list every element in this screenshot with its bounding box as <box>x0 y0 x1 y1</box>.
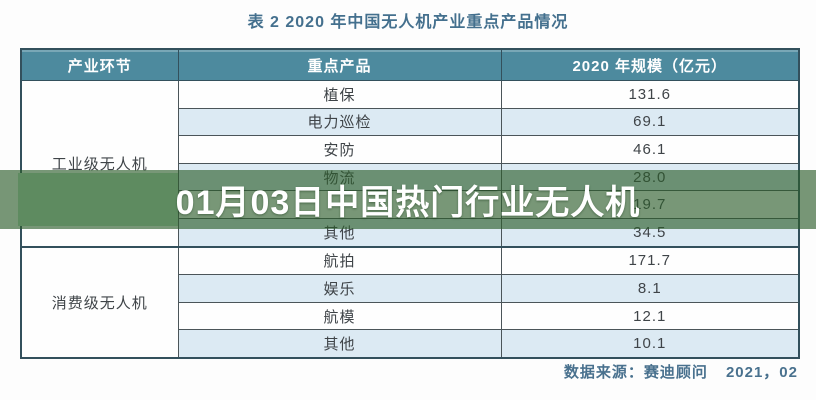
table-row: 娱乐 8.1 <box>21 274 800 303</box>
product-cell: 电力巡检 <box>177 107 502 137</box>
product-cell: 航拍 <box>177 245 502 276</box>
table-row: 其他 10.1 <box>21 329 800 359</box>
table-row: 安防 46.1 <box>21 135 800 164</box>
value-cell: 8.1 <box>500 274 800 303</box>
data-source-label: 数据来源：赛迪顾问 <box>563 364 708 381</box>
value-cell: 46.1 <box>500 135 800 164</box>
data-source-date: 2021，02 <box>725 364 798 381</box>
header-2020-scale: 2020 年规模（亿元） <box>500 48 800 81</box>
value-cell: 131.6 <box>500 80 800 109</box>
value-cell: 171.7 <box>500 245 800 276</box>
value-cell: 10.1 <box>500 329 800 359</box>
header-industry-segment: 产业环节 <box>20 48 179 81</box>
banner-headline: 01月03日中国热门行业无人机 <box>175 184 641 222</box>
watermark-banner: 01月03日中国热门行业无人机 <box>0 170 816 229</box>
product-cell: 安防 <box>177 135 502 164</box>
table-header-row: 产业环节 重点产品 2020 年规模（亿元） <box>20 48 800 81</box>
value-cell: 69.1 <box>500 107 800 137</box>
table-caption: 表 2 2020 年中国无人机产业重点产品情况 <box>247 14 569 31</box>
product-cell: 航模 <box>177 301 502 331</box>
product-cell: 其他 <box>177 329 502 359</box>
product-cell: 植保 <box>177 80 502 109</box>
header-key-products: 重点产品 <box>177 48 502 81</box>
banner-solid-block <box>18 173 178 226</box>
table-row: 消费级无人机 航拍 171.7 <box>20 245 800 359</box>
table-row: 工业级无人机 植保 131.6 <box>20 79 800 248</box>
table-row: 航模 12.1 <box>21 301 800 331</box>
data-source-note: 数据来源：赛迪顾问 2021，02 <box>564 361 798 382</box>
value-cell: 12.1 <box>500 301 800 331</box>
product-cell: 娱乐 <box>177 274 502 303</box>
category-cell-consumer: 消费级无人机 <box>20 245 179 359</box>
